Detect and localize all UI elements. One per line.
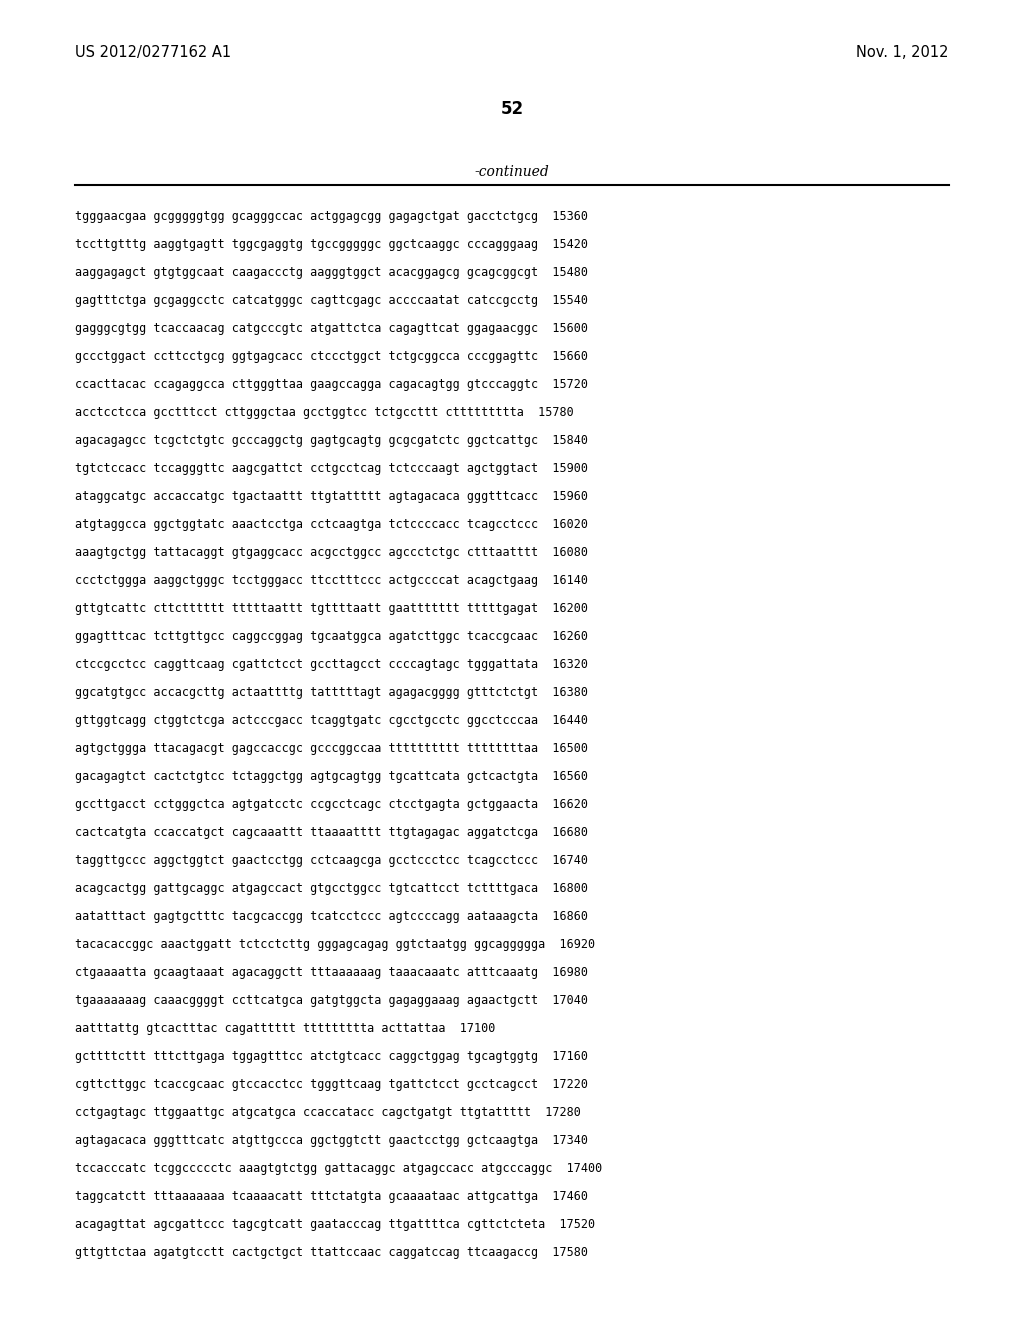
Text: Nov. 1, 2012: Nov. 1, 2012 (856, 45, 949, 59)
Text: gcttttcttt tttcttgaga tggagtttcc atctgtcacc caggctggag tgcagtggtg  17160: gcttttcttt tttcttgaga tggagtttcc atctgtc… (75, 1049, 588, 1063)
Text: cgttcttggc tcaccgcaac gtccacctcc tgggttcaag tgattctcct gcctcagcct  17220: cgttcttggc tcaccgcaac gtccacctcc tgggttc… (75, 1078, 588, 1092)
Text: ggagtttcac tcttgttgcc caggccggag tgcaatggca agatcttggc tcaccgcaac  16260: ggagtttcac tcttgttgcc caggccggag tgcaatg… (75, 630, 588, 643)
Text: tccttgtttg aaggtgagtt tggcgaggtg tgccgggggc ggctcaaggc cccagggaag  15420: tccttgtttg aaggtgagtt tggcgaggtg tgccggg… (75, 238, 588, 251)
Text: ctccgcctcc caggttcaag cgattctcct gccttagcct ccccagtagc tgggattata  16320: ctccgcctcc caggttcaag cgattctcct gccttag… (75, 657, 588, 671)
Text: aaagtgctgg tattacaggt gtgaggcacc acgcctggcc agccctctgc ctttaatttt  16080: aaagtgctgg tattacaggt gtgaggcacc acgcctg… (75, 546, 588, 558)
Text: aatatttact gagtgctttc tacgcaccgg tcatcctccc agtccccagg aataaagcta  16860: aatatttact gagtgctttc tacgcaccgg tcatcct… (75, 909, 588, 923)
Text: -continued: -continued (475, 165, 549, 180)
Text: acctcctcca gcctttcct cttgggctaa gcctggtcc tctgccttt cttttttttta  15780: acctcctcca gcctttcct cttgggctaa gcctggtc… (75, 407, 573, 418)
Text: gagggcgtgg tcaccaacag catgcccgtc atgattctca cagagttcat ggagaacggc  15600: gagggcgtgg tcaccaacag catgcccgtc atgattc… (75, 322, 588, 335)
Text: gagtttctga gcgaggcctc catcatgggc cagttcgagc accccaatat catccgcctg  15540: gagtttctga gcgaggcctc catcatgggc cagttcg… (75, 294, 588, 308)
Text: cactcatgta ccaccatgct cagcaaattt ttaaaatttt ttgtagagac aggatctcga  16680: cactcatgta ccaccatgct cagcaaattt ttaaaat… (75, 826, 588, 840)
Text: gttgtcattc cttctttttt tttttaattt tgttttaatt gaattttttt tttttgagat  16200: gttgtcattc cttctttttt tttttaattt tgtttta… (75, 602, 588, 615)
Text: ccacttacac ccagaggcca cttgggttaa gaagccagga cagacagtgg gtcccaggtc  15720: ccacttacac ccagaggcca cttgggttaa gaagcca… (75, 378, 588, 391)
Text: tgtctccacc tccagggttc aagcgattct cctgcctcag tctcccaagt agctggtact  15900: tgtctccacc tccagggttc aagcgattct cctgcct… (75, 462, 588, 475)
Text: ataggcatgc accaccatgc tgactaattt ttgtattttt agtagacaca gggtttcacc  15960: ataggcatgc accaccatgc tgactaattt ttgtatt… (75, 490, 588, 503)
Text: acagagttat agcgattccc tagcgtcatt gaatacccag ttgattttca cgttctcteta  17520: acagagttat agcgattccc tagcgtcatt gaatacc… (75, 1218, 595, 1232)
Text: taggcatctt tttaaaaaaa tcaaaacatt tttctatgta gcaaaataac attgcattga  17460: taggcatctt tttaaaaaaa tcaaaacatt tttctat… (75, 1191, 588, 1203)
Text: acagcactgg gattgcaggc atgagccact gtgcctggcc tgtcattcct tcttttgaca  16800: acagcactgg gattgcaggc atgagccact gtgcctg… (75, 882, 588, 895)
Text: gttggtcagg ctggtctcga actcccgacc tcaggtgatc cgcctgcctc ggcctcccaa  16440: gttggtcagg ctggtctcga actcccgacc tcaggtg… (75, 714, 588, 727)
Text: gccctggact ccttcctgcg ggtgagcacc ctccctggct tctgcggcca cccggagttc  15660: gccctggact ccttcctgcg ggtgagcacc ctccctg… (75, 350, 588, 363)
Text: tgaaaaaaag caaacggggt ccttcatgca gatgtggcta gagaggaaag agaactgctt  17040: tgaaaaaaag caaacggggt ccttcatgca gatgtgg… (75, 994, 588, 1007)
Text: gacagagtct cactctgtcc tctaggctgg agtgcagtgg tgcattcata gctcactgta  16560: gacagagtct cactctgtcc tctaggctgg agtgcag… (75, 770, 588, 783)
Text: taggttgccc aggctggtct gaactcctgg cctcaagcga gcctccctcc tcagcctccc  16740: taggttgccc aggctggtct gaactcctgg cctcaag… (75, 854, 588, 867)
Text: atgtaggcca ggctggtatc aaactcctga cctcaagtga tctccccacc tcagcctccc  16020: atgtaggcca ggctggtatc aaactcctga cctcaag… (75, 517, 588, 531)
Text: gccttgacct cctgggctca agtgatcctc ccgcctcagc ctcctgagta gctggaacta  16620: gccttgacct cctgggctca agtgatcctc ccgcctc… (75, 799, 588, 810)
Text: tgggaacgaa gcgggggtgg gcagggccac actggagcgg gagagctgat gacctctgcg  15360: tgggaacgaa gcgggggtgg gcagggccac actggag… (75, 210, 588, 223)
Text: cctgagtagc ttggaattgc atgcatgca ccaccatacc cagctgatgt ttgtattttt  17280: cctgagtagc ttggaattgc atgcatgca ccaccata… (75, 1106, 581, 1119)
Text: agacagagcc tcgctctgtc gcccaggctg gagtgcagtg gcgcgatctc ggctcattgc  15840: agacagagcc tcgctctgtc gcccaggctg gagtgca… (75, 434, 588, 447)
Text: agtgctggga ttacagacgt gagccaccgc gcccggccaa tttttttttt ttttttttaa  16500: agtgctggga ttacagacgt gagccaccgc gcccggc… (75, 742, 588, 755)
Text: aatttattg gtcactttac cagatttttt ttttttttta acttattaa  17100: aatttattg gtcactttac cagatttttt tttttttt… (75, 1022, 496, 1035)
Text: ggcatgtgcc accacgcttg actaattttg tatttttagt agagacgggg gtttctctgt  16380: ggcatgtgcc accacgcttg actaattttg tattttt… (75, 686, 588, 700)
Text: 52: 52 (501, 100, 523, 117)
Text: ccctctggga aaggctgggc tcctgggacc ttcctttccc actgccccat acagctgaag  16140: ccctctggga aaggctgggc tcctgggacc ttccttt… (75, 574, 588, 587)
Text: US 2012/0277162 A1: US 2012/0277162 A1 (75, 45, 231, 59)
Text: agtagacaca gggtttcatc atgttgccca ggctggtctt gaactcctgg gctcaagtga  17340: agtagacaca gggtttcatc atgttgccca ggctggt… (75, 1134, 588, 1147)
Text: tacacaccggc aaactggatt tctcctcttg gggagcagag ggtctaatgg ggcaggggga  16920: tacacaccggc aaactggatt tctcctcttg gggagc… (75, 939, 595, 950)
Text: ctgaaaatta gcaagtaaat agacaggctt tttaaaaaag taaacaaatc atttcaaatg  16980: ctgaaaatta gcaagtaaat agacaggctt tttaaaa… (75, 966, 588, 979)
Text: aaggagagct gtgtggcaat caagaccctg aagggtggct acacggagcg gcagcggcgt  15480: aaggagagct gtgtggcaat caagaccctg aagggtg… (75, 267, 588, 279)
Text: gttgttctaa agatgtcctt cactgctgct ttattccaac caggatccag ttcaagaccg  17580: gttgttctaa agatgtcctt cactgctgct ttattcc… (75, 1246, 588, 1259)
Text: tccacccatc tcggccccctc aaagtgtctgg gattacaggc atgagccacc atgcccaggc  17400: tccacccatc tcggccccctc aaagtgtctgg gatta… (75, 1162, 602, 1175)
